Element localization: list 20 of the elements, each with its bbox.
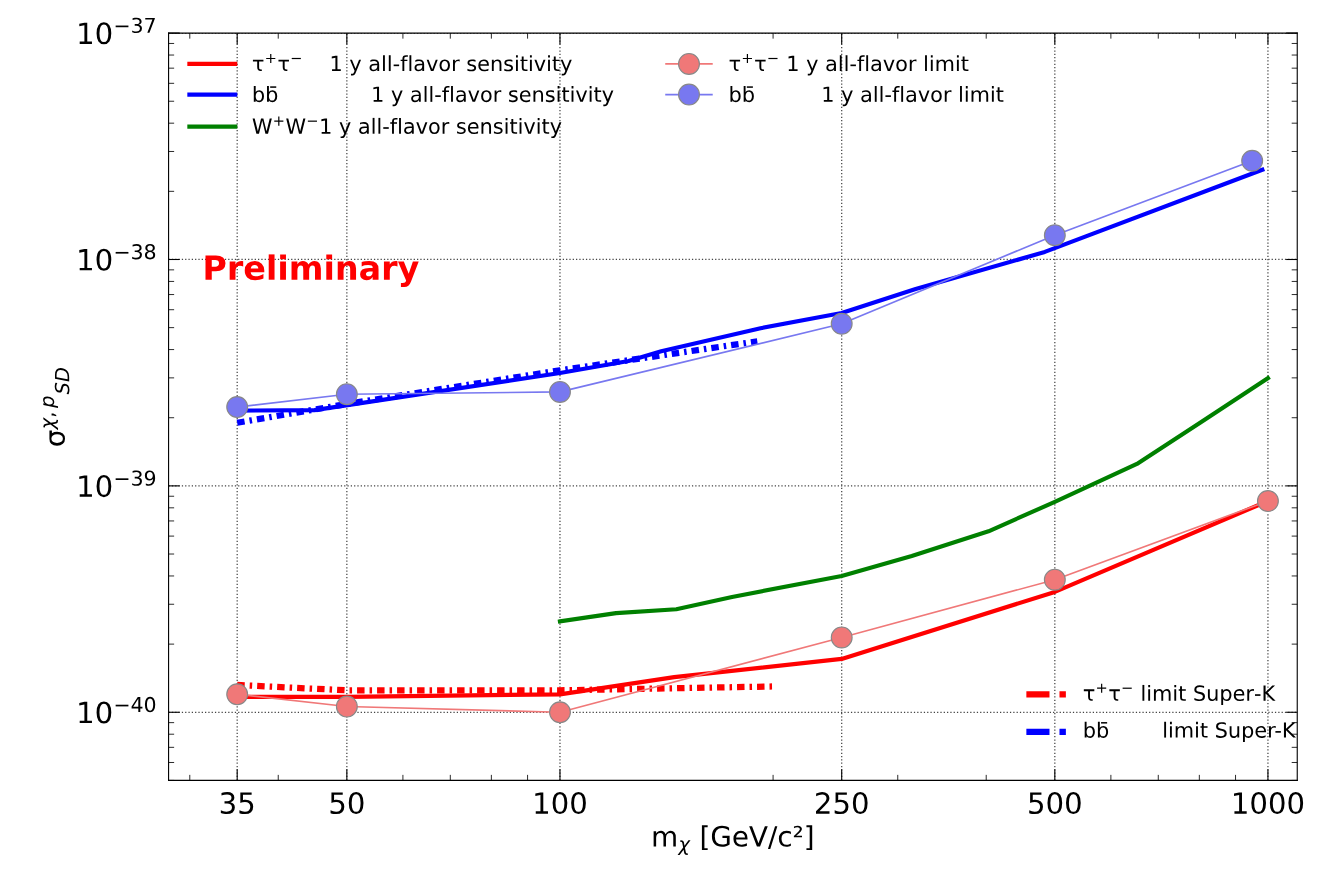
x-tick-label: 250: [816, 792, 868, 815]
y-axis-title: σ$^{χ,p}$$_{SD}$: [43, 368, 70, 446]
y-tick-label: 10$^{−39}$: [79, 470, 156, 498]
y-tick-label: 10$^{−38}$: [79, 244, 156, 271]
legend-label: bb̄ 1 y all-flavor limit: [730, 86, 1004, 107]
annotation: Preliminary: [205, 254, 419, 287]
x-tick-label: 35: [220, 792, 254, 815]
x-axis-title: m$_{χ}$ [GeV/c²]: [653, 825, 813, 856]
x-tick-label: 50: [330, 792, 364, 815]
legend-label: τ$^{+}$τ$^{−}$ 1 y all-flavor limit: [729, 53, 969, 76]
x-tick-label: 1000: [1234, 792, 1304, 815]
legend-label: bb̄ limit Super-K: [1084, 721, 1296, 742]
legend-label: τ$^{+}$τ$^{−}$ limit Super-K: [1083, 683, 1276, 706]
x-tick-label: 100: [535, 792, 586, 815]
x-tick-label: 500: [1029, 792, 1081, 815]
text: τ$^{+}$τ$^{−}$ 1 y all-flavor sensitivity: [252, 53, 572, 76]
y-tick-label: 10$^{−37}$: [79, 17, 155, 45]
legend-label: bb̄ 1 y all-flavor sensitivity: [253, 86, 614, 107]
legend-label: W$^{+}$W$^{−}$1 y all-flavor sensitivity: [252, 116, 562, 139]
y-tick-label: 10$^{−40}$: [79, 696, 156, 724]
